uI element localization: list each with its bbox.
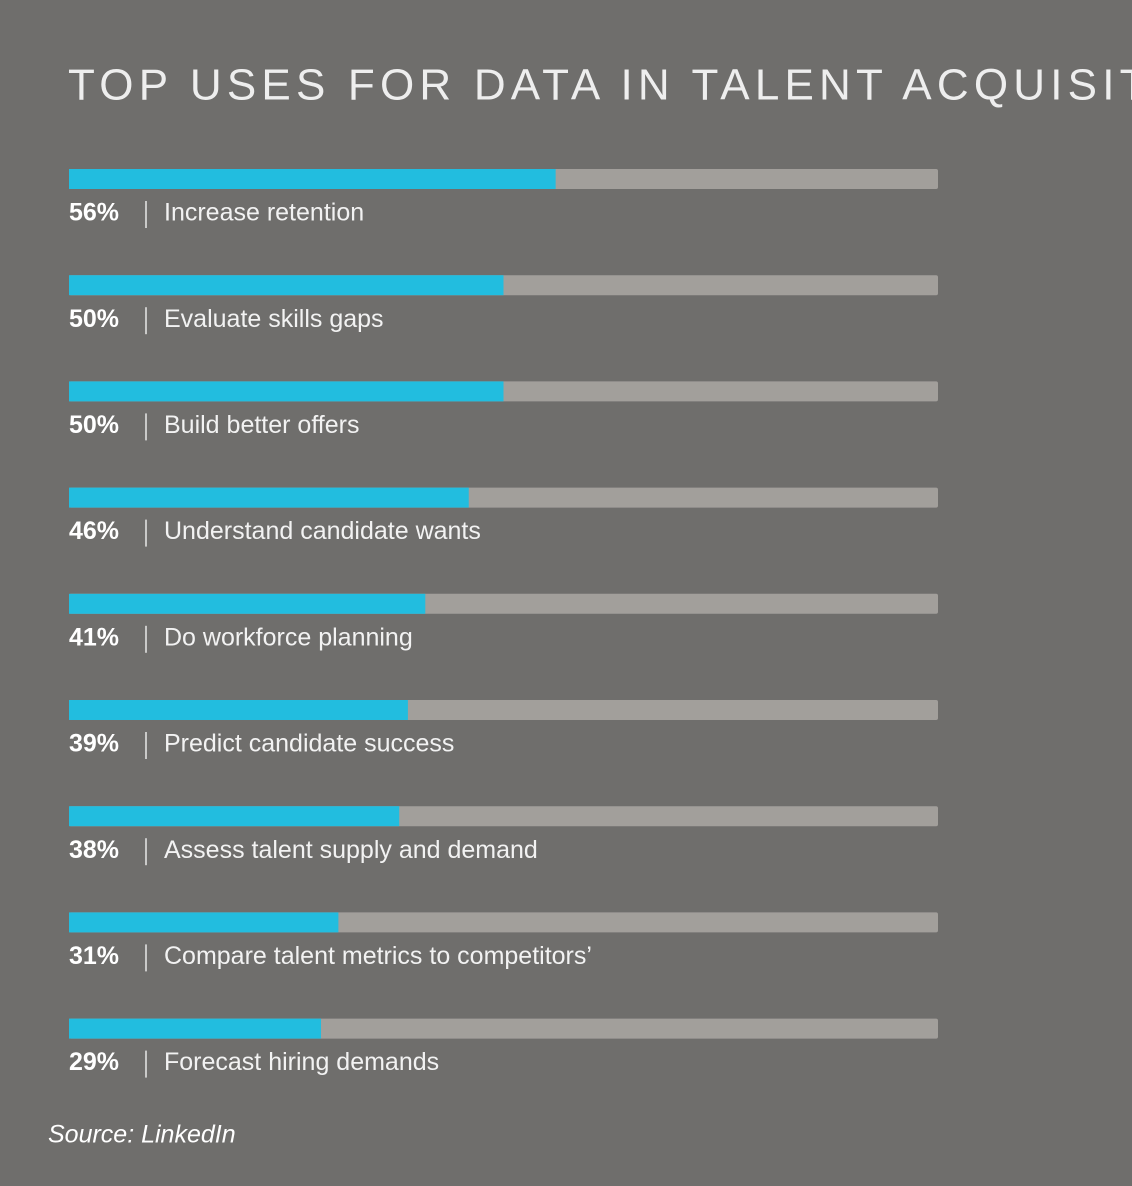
bar	[69, 593, 426, 614]
bar	[69, 275, 504, 296]
category-label: Predict candidate success	[164, 730, 454, 758]
bar	[69, 1018, 322, 1039]
category-label: Do workforce planning	[164, 623, 413, 651]
chart-title: TOP USES FOR DATA IN TALENT ACQUISITION	[68, 61, 1132, 110]
bar	[69, 169, 556, 189]
bar	[69, 381, 504, 402]
value-label: 50%	[69, 305, 119, 333]
value-label: 56%	[69, 199, 119, 227]
value-label: 38%	[69, 836, 119, 864]
source: Source: LinkedIn	[48, 1121, 236, 1149]
value-label: 50%	[69, 411, 119, 439]
category-label: Evaluate skills gaps	[164, 305, 384, 333]
bar	[69, 912, 339, 933]
category-label: Increase retention	[164, 199, 364, 227]
category-label: Understand candidate wants	[164, 517, 481, 545]
category-label: Forecast hiring demands	[164, 1048, 439, 1076]
value-label: 41%	[69, 623, 119, 651]
category-label: Build better offers	[164, 411, 359, 439]
value-label: 39%	[69, 730, 119, 758]
category-label: Assess talent supply and demand	[164, 836, 538, 864]
bar	[69, 806, 400, 827]
value-label: 31%	[69, 942, 119, 970]
value-label: 29%	[69, 1048, 119, 1076]
value-label: 46%	[69, 517, 119, 545]
bar	[69, 487, 469, 508]
bar	[69, 700, 408, 720]
category-label: Compare talent metrics to competitors’	[164, 942, 592, 970]
